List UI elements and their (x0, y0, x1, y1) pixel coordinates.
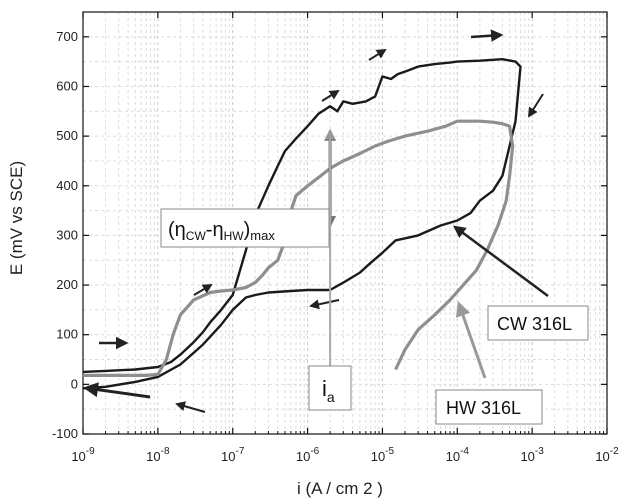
x-tick-label: 10-5 (371, 446, 395, 464)
cw-series-label: CW 316L (487, 305, 589, 341)
hw-series-label-box (435, 389, 543, 425)
series-layer (82, 58, 522, 390)
series-line-hw (83, 119, 515, 377)
plot-frame (82, 11, 608, 435)
overpotential-text: (ηCW-ηHW)max (168, 219, 275, 243)
hw-label-pointer (455, 301, 487, 379)
ia-label-box (308, 365, 352, 411)
arrow-reverse-mid (309, 299, 340, 310)
overpotential-label-box (160, 208, 330, 248)
hw-series-label: HW 316L (435, 389, 543, 425)
x-axis-title: i (A / cm 2 ) (297, 479, 383, 498)
overpotential-label: (ηCW-ηHW)max (160, 208, 330, 248)
y-tick-label: 200 (56, 277, 78, 292)
series-line-cw (82, 58, 522, 390)
arrow-reverse-bottom (83, 382, 151, 399)
arrow-forward-upper (321, 89, 340, 102)
y-tick-label: 600 (56, 78, 78, 93)
y-tick-label: -100 (52, 426, 78, 441)
y-tick-label: 300 (56, 227, 78, 242)
x-tick-label: 10-4 (446, 446, 470, 464)
x-tick-label: 10-6 (296, 446, 320, 464)
arrow-forward-top (470, 29, 504, 42)
y-tick-label: 700 (56, 29, 78, 44)
ia-text: ia (322, 376, 335, 405)
y-tick-label: 100 (56, 327, 78, 342)
x-tick-label: 10-9 (71, 446, 95, 464)
arrow-forward-mid (193, 283, 213, 296)
cw-series-label-text: CW 316L (497, 314, 572, 334)
sweep-direction-arrows (83, 29, 544, 413)
x-tick-label: 10-2 (595, 446, 619, 464)
y-tick-label: 400 (56, 178, 78, 193)
y-tick-label: 500 (56, 128, 78, 143)
cw-series-label-box (487, 305, 589, 341)
x-tick-label: 10-8 (146, 446, 170, 464)
arrow-reverse-top (527, 93, 544, 118)
x-tick-label: 10-3 (520, 446, 544, 464)
cw-label-pointer (452, 225, 549, 298)
arrow-forward-top-left (368, 48, 387, 61)
hw-series-label-text: HW 316L (446, 398, 521, 418)
axes: -100 0 100 200 300 400 500 600 700 10-9 10-8 10-7 10… (52, 12, 619, 464)
y-axis-title: E (mV vs SCE) (7, 161, 26, 275)
arrow-reverse-low (175, 401, 206, 413)
y-tick-label: 0 (71, 376, 78, 391)
x-tick-label: 10-7 (221, 446, 245, 464)
ia-label: ia (308, 365, 352, 411)
